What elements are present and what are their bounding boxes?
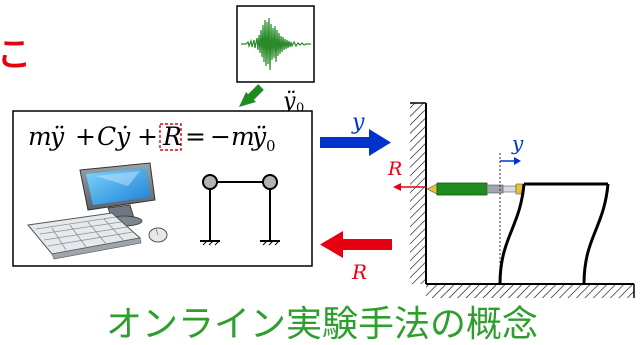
svg-text:+: + <box>75 122 96 151</box>
restoring-force-feedback-label: R <box>351 260 367 284</box>
numerical-frame-model <box>200 174 280 246</box>
svg-text:+: + <box>137 122 158 151</box>
svg-text:0: 0 <box>266 137 276 155</box>
test-specimen-frame <box>498 182 610 285</box>
svg-text:C: C <box>97 122 116 151</box>
ground-input-arrow <box>239 84 264 107</box>
hydraulic-actuator <box>426 182 525 196</box>
displacement-command-arrow <box>320 129 391 156</box>
computer-icon <box>27 162 168 260</box>
svg-text:ÿ: ÿ <box>49 122 65 151</box>
svg-text:=: = <box>185 122 206 151</box>
svg-text:m: m <box>28 122 52 151</box>
reaction-force-label: R <box>387 158 402 180</box>
svg-text:R: R <box>162 122 182 151</box>
svg-text:ÿ: ÿ <box>251 122 267 151</box>
equation-of-motion: m ÿ + C ẏ + R = −m ÿ 0 <box>28 122 276 155</box>
reaction-force-arrow <box>393 183 426 191</box>
svg-text:−m: −m <box>210 122 255 151</box>
test-floor <box>426 283 635 298</box>
corner-text-fragment: こ <box>0 35 31 75</box>
displacement-command-label: y <box>351 110 365 135</box>
svg-text:0: 0 <box>296 101 304 116</box>
diagram-caption: オンライン実験手法の概念 <box>106 304 538 345</box>
specimen-displacement-indicator <box>499 153 521 284</box>
specimen-displacement-label: y <box>511 131 524 155</box>
ground-motion-waveform <box>236 5 315 83</box>
svg-text:ÿ: ÿ <box>282 89 296 114</box>
reaction-wall <box>410 102 427 284</box>
restoring-force-feedback-arrow <box>320 231 392 258</box>
ground-acceleration-label: ÿ 0 <box>282 89 304 116</box>
svg-text:ẏ: ẏ <box>115 122 131 151</box>
restoring-force-highlight <box>159 123 182 151</box>
